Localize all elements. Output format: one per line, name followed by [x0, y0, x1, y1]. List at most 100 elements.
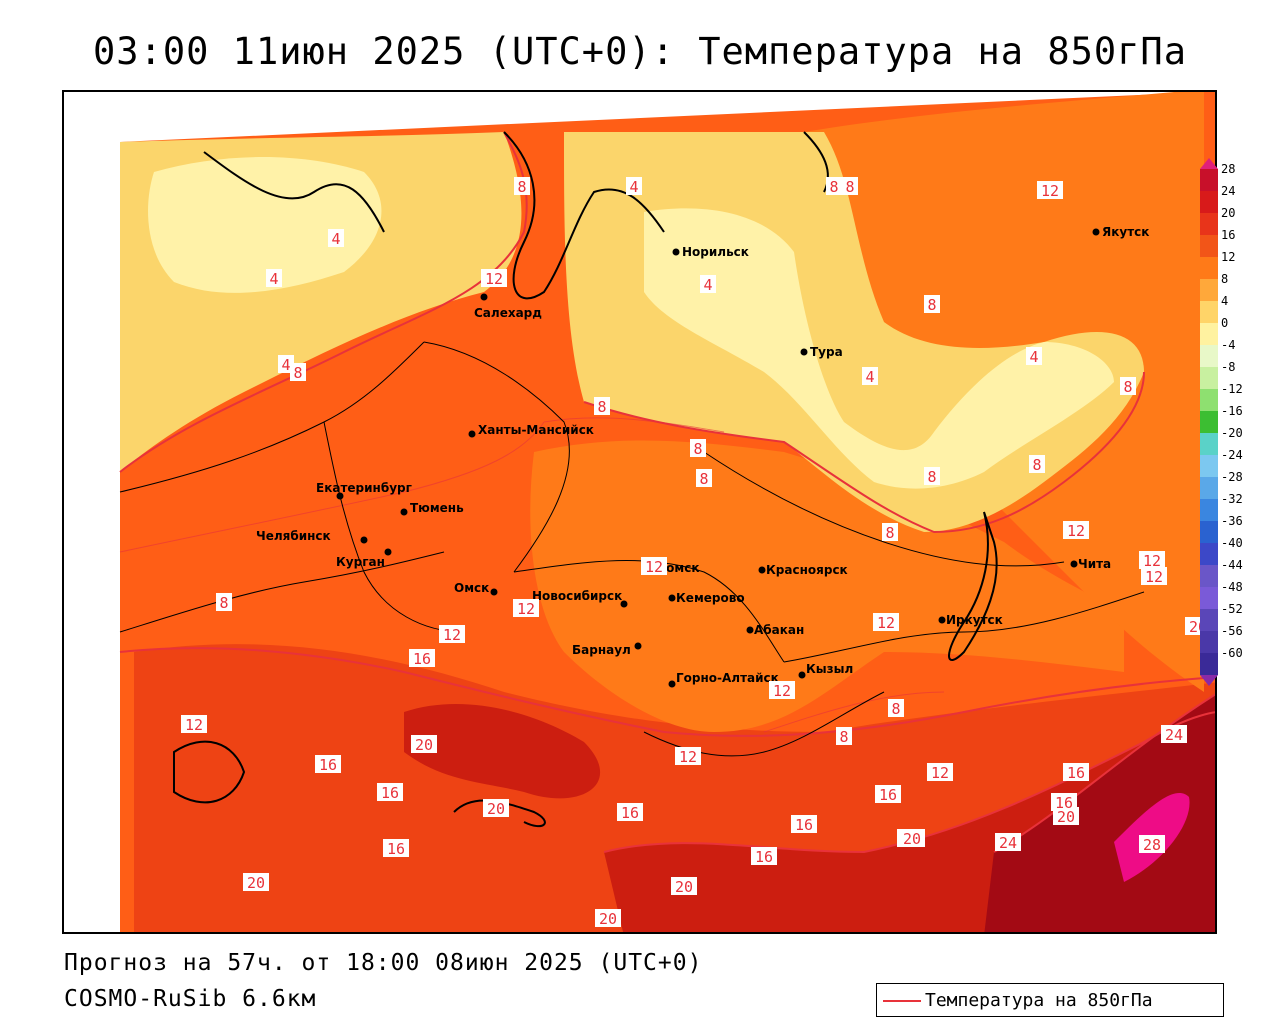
isoline-label: 24: [995, 833, 1021, 852]
isoline-label: 12: [1139, 551, 1165, 570]
isoline-label: 16: [1063, 763, 1089, 782]
isoline-label: 8: [1029, 455, 1045, 474]
isoline-label-box: [216, 593, 232, 611]
zone-le4-north: [644, 208, 1114, 489]
city-label: Омск: [454, 581, 489, 595]
city-label: Норильск: [682, 245, 749, 259]
isoline-label-box: [1037, 181, 1063, 199]
zone-24-28: [984, 694, 1215, 932]
isoline-label: 8: [690, 439, 706, 458]
isoline-label-text: 16: [319, 756, 337, 774]
isoline-label: 4: [700, 275, 716, 294]
city-Кемерово: Кемерово: [668, 591, 745, 605]
isoline-label-box: [696, 469, 712, 487]
city-dot: [1092, 228, 1100, 236]
colorbar-tick-label: -16: [1221, 404, 1243, 418]
isoline-label-box: [626, 177, 642, 195]
city-Барнаул: Барнаул: [572, 642, 642, 657]
colorbar-swatch: [1200, 543, 1218, 565]
city-Челябинск: Челябинск: [256, 529, 368, 544]
isoline-label: 8: [290, 363, 306, 382]
isoline-label-text: 16: [1067, 764, 1085, 782]
city-Омск: Омск: [454, 581, 498, 596]
colorbar-swatch: [1200, 169, 1218, 191]
colorbar-tick-label: -40: [1221, 536, 1243, 550]
isoline-label-text: 8: [597, 398, 606, 416]
colorbar-tick-label: -20: [1221, 426, 1243, 440]
isoline-label: 4: [328, 229, 344, 248]
colorbar-swatch: [1200, 609, 1218, 631]
isoline-label-box: [899, 829, 925, 847]
isoline-label-box: [377, 783, 403, 801]
isoline-label: 8: [1120, 377, 1136, 396]
isoline-label-box: [791, 815, 817, 833]
isoline-label: 24: [1161, 725, 1187, 744]
city-dot: [668, 594, 676, 602]
isoline-label-text: 16: [381, 784, 399, 802]
isoline-label-box: [1139, 835, 1165, 853]
isoline-label-box: [328, 229, 344, 247]
colorbar-tick-label: -44: [1221, 558, 1243, 572]
isoline-label-text: 4: [331, 230, 340, 248]
city-dot: [360, 536, 368, 544]
isoline-label-box: [826, 177, 842, 195]
isoline-label-text: 12: [1143, 552, 1161, 570]
isoline-label: 16: [409, 649, 435, 668]
isoline-label-box: [409, 649, 435, 667]
isoline-label-box: [1063, 521, 1089, 539]
isoline-label-text: 8: [219, 594, 228, 612]
isoline-label-text: 20: [415, 736, 433, 754]
colorbar-swatch: [1200, 477, 1218, 499]
city-label: Кемерово: [676, 591, 745, 605]
zone-le4-northwest: [148, 157, 382, 293]
isoline-label-text: 20: [487, 800, 505, 818]
isoline-label: 8: [696, 469, 712, 488]
colorbar-tick-label: -60: [1221, 646, 1243, 660]
city-dot: [384, 548, 392, 556]
city-Курган: Курган: [336, 548, 392, 569]
city-Чита: Чита: [1070, 557, 1111, 571]
isoline-label: 12: [927, 763, 953, 782]
isoline-label: 28: [1139, 835, 1165, 854]
isoline-label-text: 8: [829, 178, 838, 196]
colorbar-tick-label: 20: [1221, 206, 1236, 220]
isoline-label-box: [617, 803, 643, 821]
isoline-label: 12: [641, 557, 667, 576]
isoline-label-box: [439, 625, 465, 643]
colorbar-swatch: [1200, 389, 1218, 411]
city-dot: [634, 642, 642, 650]
isoline-label: 12: [675, 747, 701, 766]
city-Тура: Тура: [800, 345, 843, 359]
model-name: COSMO-RuSib 6.6км: [64, 986, 317, 1012]
isoline-label: 12: [1141, 567, 1167, 586]
city-dot: [938, 616, 946, 624]
city-label: Якутск: [1102, 225, 1149, 239]
isoline-label-text: 12: [1145, 568, 1163, 586]
city-label: Тюмень: [410, 501, 464, 515]
isoline-label: 12: [769, 681, 795, 700]
isoline-label: 16: [875, 785, 901, 804]
isoline-label-text: 20: [1057, 808, 1075, 826]
isoline-label: 20: [483, 799, 509, 818]
thin-isolines: [119, 417, 945, 733]
isoline-label-text: 8: [885, 524, 894, 542]
city-Горно-Алтайск: Горно-Алтайск: [668, 671, 779, 688]
isoline-label-box: [882, 523, 898, 541]
isoline-label-box: [243, 873, 269, 891]
colorbar-swatch: [1200, 455, 1218, 477]
colorbar-tick-label: -12: [1221, 382, 1243, 396]
isoline-label-box: [927, 763, 953, 781]
isoline-label: 12: [1063, 521, 1089, 540]
city-Салехард: Салехард: [474, 293, 542, 320]
city-label: Новосибирск: [532, 589, 622, 603]
isoline-label-text: 20: [599, 910, 617, 928]
city-dot: [620, 600, 628, 608]
isoline-label-box: [411, 735, 437, 753]
isoline-label-box: [1139, 551, 1165, 569]
isoline-label: 4: [266, 269, 282, 288]
colorbar-tick-label: -24: [1221, 448, 1243, 462]
city-label: Иркутск: [946, 613, 1003, 627]
isoline-label-box: [1029, 455, 1045, 473]
colorbar-swatch: [1200, 345, 1218, 367]
isoline-label: 8: [216, 593, 232, 612]
